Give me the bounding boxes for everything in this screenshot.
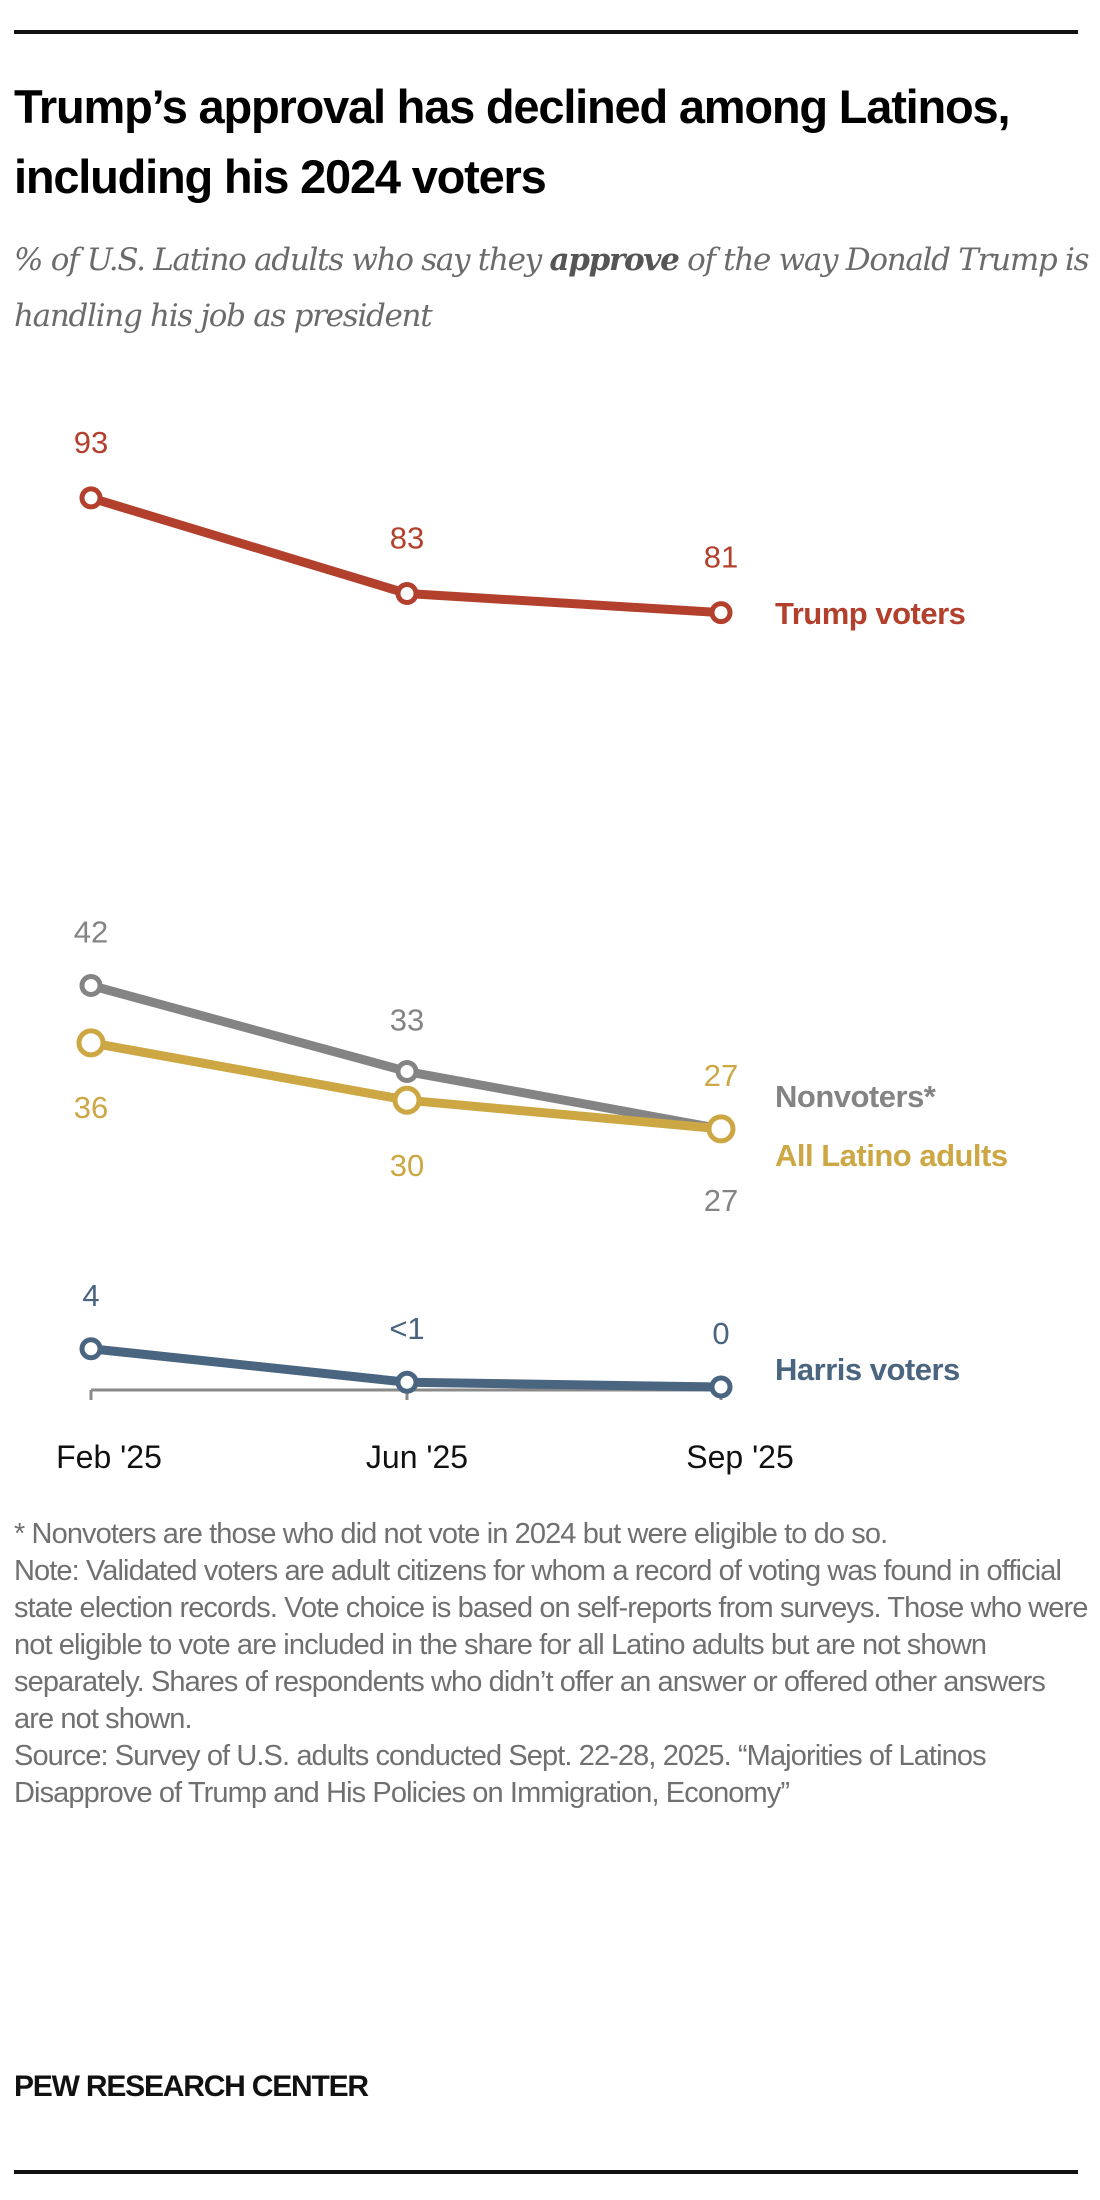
note: Note: Validated voters are adult citizen… bbox=[14, 1555, 1088, 1735]
nonvoter-footnote: * Nonvoters are those who did not vote i… bbox=[14, 1518, 888, 1550]
x-tick-label: Sep '25 bbox=[686, 1439, 794, 1475]
data-label: 27 bbox=[704, 1183, 738, 1218]
data-label: 4 bbox=[82, 1278, 99, 1313]
brand-logo-text: PEW RESEARCH CENTER bbox=[14, 2070, 369, 2103]
chart-title: Trump’s approval has declined among Lati… bbox=[14, 80, 1011, 203]
data-label: 93 bbox=[74, 425, 108, 460]
data-point-marker bbox=[395, 582, 419, 606]
x-tick-label: Jun '25 bbox=[366, 1439, 468, 1475]
data-point-marker bbox=[392, 1085, 422, 1115]
data-label: 27 bbox=[704, 1058, 738, 1093]
subtitle-after: of the way Donald Trump is handling his … bbox=[14, 242, 1090, 334]
data-label: 0 bbox=[712, 1316, 729, 1351]
data-point-marker bbox=[79, 973, 103, 997]
subtitle-emphasis: approve bbox=[549, 242, 679, 278]
series-label: Trump voters bbox=[775, 596, 965, 631]
data-label: 81 bbox=[704, 540, 738, 575]
data-point-marker bbox=[395, 1370, 419, 1394]
data-point-marker bbox=[709, 601, 733, 625]
data-label: 30 bbox=[390, 1148, 424, 1183]
footnotes: * Nonvoters are those who did not vote i… bbox=[14, 1516, 1089, 1812]
data-point-marker bbox=[76, 1028, 106, 1058]
subtitle-before: % of U.S. Latino adults who say they bbox=[14, 242, 550, 278]
data-label: 42 bbox=[74, 914, 108, 949]
x-tick-label: Feb '25 bbox=[56, 1439, 162, 1475]
data-label: <1 bbox=[389, 1311, 424, 1346]
series-label: All Latino adults bbox=[775, 1138, 1008, 1173]
data-point-marker bbox=[79, 486, 103, 510]
data-point-marker bbox=[79, 1337, 103, 1361]
data-point-marker bbox=[395, 1060, 419, 1084]
data-point-marker bbox=[709, 1375, 733, 1399]
top-rule bbox=[14, 30, 1078, 34]
data-label: 36 bbox=[74, 1090, 108, 1125]
data-point-marker bbox=[706, 1114, 736, 1144]
series-label: Harris voters bbox=[775, 1352, 960, 1387]
source: Source: Survey of U.S. adults conducted … bbox=[14, 1740, 987, 1809]
data-label: 33 bbox=[390, 1003, 424, 1038]
data-label: 83 bbox=[390, 521, 424, 556]
bottom-rule bbox=[14, 2170, 1078, 2174]
line-chart: Feb '25 Jun '25 Sep '25 42 33 27 Nonvoters* 36 3… bbox=[56, 425, 1008, 1475]
chart-subtitle: % of U.S. Latino adults who say they app… bbox=[14, 232, 1094, 344]
series-label: Nonvoters* bbox=[775, 1079, 937, 1114]
